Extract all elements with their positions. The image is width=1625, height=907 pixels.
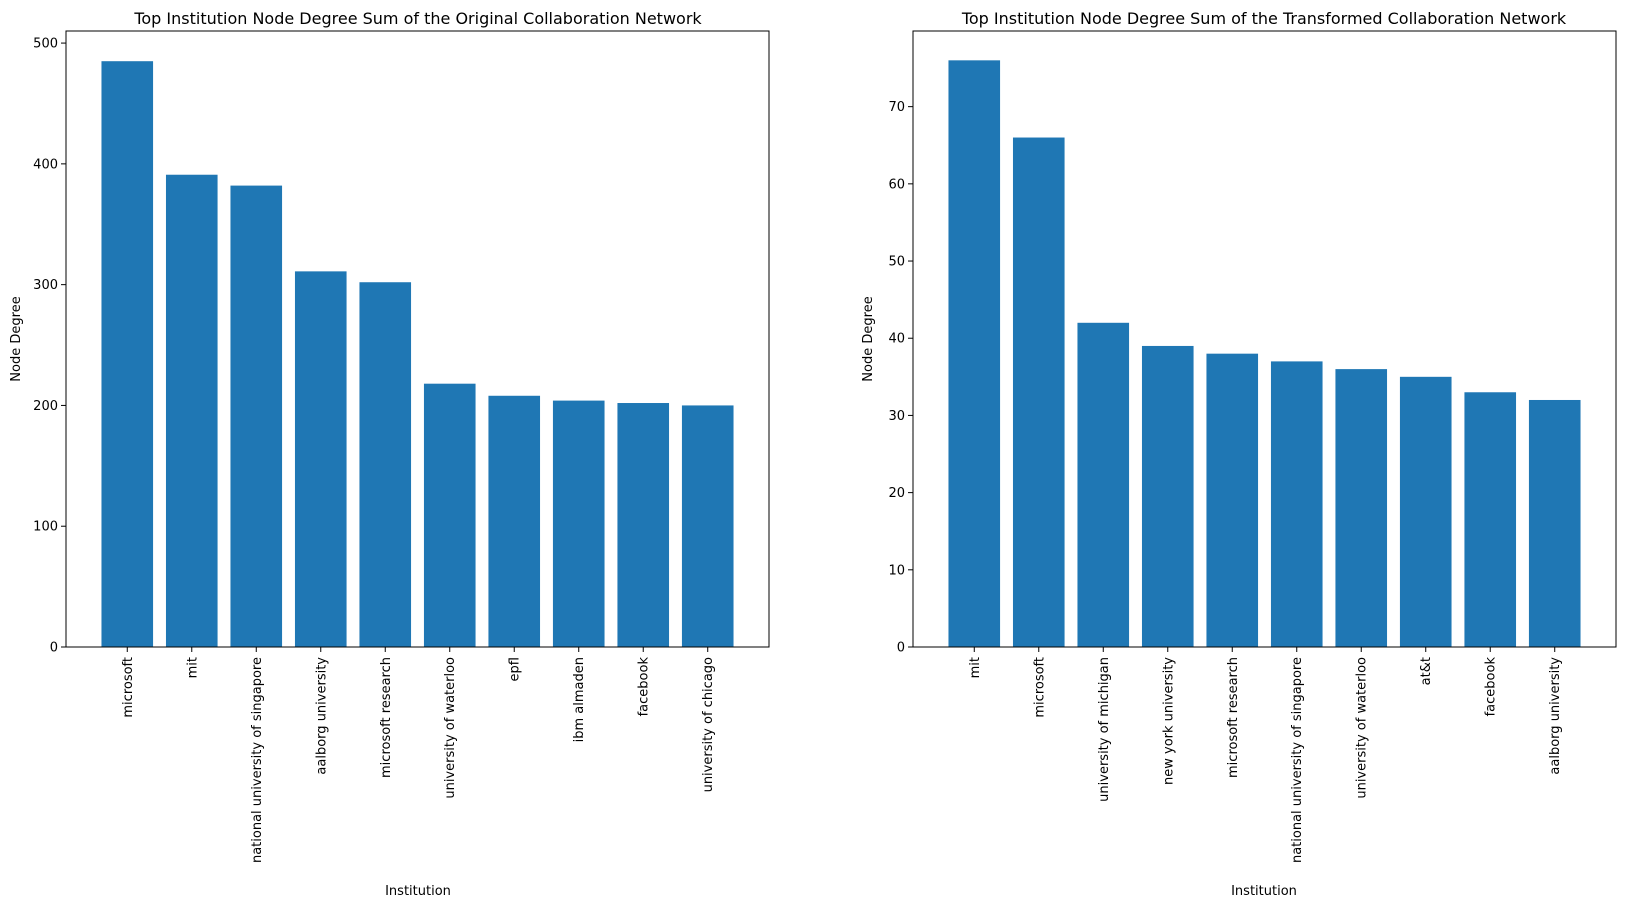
y-tick-label: 10 [888,563,905,578]
bar-microsoft-research [359,282,412,647]
x-tick-label: university of chicago [701,657,716,792]
y-axis-label: Node Degree [861,296,876,381]
x-tick-label: facebook [637,657,652,717]
bar-new-york-university [1141,345,1194,647]
y-tick-label: 400 [33,157,58,172]
bar-ibm-almaden [552,400,605,647]
x-tick-label: facebook [1484,657,1499,717]
y-tick-label: 70 [888,100,905,115]
y-tick-label: 50 [888,255,905,270]
x-tick-label: ibm almaden [572,657,587,742]
y-axis-ticks: 0 100 200 300 400 500 [33,37,66,656]
x-tick-label: university of waterloo [1355,657,1370,799]
y-axis-ticks: 0 10 20 30 40 50 60 70 [888,100,913,656]
bar-microsoft [1012,137,1065,647]
x-tick-label: national university of singapore [1290,657,1305,863]
bar-national-university-of-singapore [1270,361,1323,647]
y-tick-label: 40 [888,332,905,347]
y-tick-label: 30 [888,409,905,424]
bar-university-of-waterloo [423,383,476,647]
bar-mit [165,174,218,648]
x-tick-label: microsoft [1032,657,1047,718]
x-tick-label: epfl [508,657,523,681]
x-tick-label: aalborg university [314,657,329,775]
x-tick-label: national university of singapore [250,657,265,863]
chart-transformed-network: Top Institution Node Degree Sum of the T… [861,9,1617,899]
x-axis-label: Institution [385,884,451,899]
bar-university-of-chicago [681,405,734,647]
x-axis-ticks: microsoft mit national university of singa… [121,647,716,863]
x-tick-label: at&t [1419,657,1434,685]
plot-frame [912,30,1617,648]
y-tick-label: 0 [50,641,58,656]
x-tick-label: aalborg university [1548,657,1563,775]
x-tick-label: new york university [1161,657,1176,785]
bar-group [101,61,734,648]
x-tick-label: microsoft research [1226,657,1241,778]
x-axis-ticks: mit microsoft university of michigan new yo… [968,647,1563,863]
bar-aalborg-university [1528,399,1581,647]
x-tick-label: microsoft [121,657,136,718]
bar-microsoft-research [1206,353,1259,647]
bar-at-t [1399,376,1452,647]
bar-facebook [1464,392,1517,647]
x-tick-label: mit [968,657,983,678]
x-tick-label: mit [185,657,200,678]
plot-frame [65,30,770,648]
x-tick-label: university of waterloo [443,657,458,799]
y-tick-label: 100 [33,520,58,535]
bar-microsoft [101,61,154,647]
y-tick-label: 0 [897,641,905,656]
x-axis-label: Institution [1231,884,1297,899]
y-tick-label: 200 [33,399,58,414]
chart-title: Top Institution Node Degree Sum of the O… [133,9,702,28]
bar-university-of-waterloo [1335,369,1388,647]
bar-mit [948,60,1001,647]
x-tick-label: university of michigan [1097,657,1112,802]
y-tick-label: 20 [888,486,905,501]
bar-group [948,60,1581,647]
bar-aalborg-university [294,271,347,647]
y-axis-label: Node Degree [9,296,24,381]
bar-university-of-michigan [1077,322,1130,647]
bar-facebook [617,403,670,647]
y-tick-label: 300 [33,278,58,293]
chart-title: Top Institution Node Degree Sum of the T… [961,9,1567,28]
bar-national-university-of-singapore [230,185,283,647]
chart-original-network: Top Institution Node Degree Sum of the O… [9,9,770,899]
bar-epfl [488,395,541,647]
y-tick-label: 500 [33,37,58,52]
y-tick-label: 60 [888,177,905,192]
x-tick-label: microsoft research [379,657,394,778]
